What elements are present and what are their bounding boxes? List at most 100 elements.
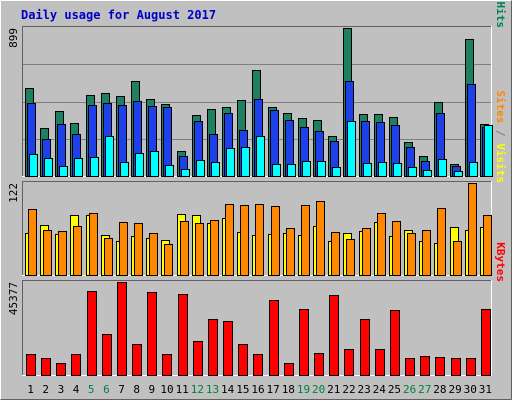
sites-bar-day-21: [331, 232, 340, 276]
kbytes-bar-day-31: [481, 309, 491, 376]
pages-bar-day-17: [272, 164, 281, 177]
kbytes-bar-day-22: [344, 349, 354, 376]
kbytes-bar-day-21: [329, 295, 339, 376]
pages-bar-day-24: [378, 162, 387, 177]
x-tick-label-day-28: 28: [433, 383, 446, 396]
kbytes-panel-max-label: 45377: [7, 282, 20, 315]
visits-panel-series-label-part-2: /: [494, 123, 507, 143]
kbytes-bar-day-20: [314, 353, 324, 376]
pages-bar-day-18: [287, 164, 296, 177]
visits-panel-series-label-part-3: Visits: [494, 143, 507, 183]
pages-bar-day-28: [438, 159, 447, 177]
kbytes-bar-day-15: [238, 344, 248, 376]
x-tick-label-day-22: 22: [342, 383, 355, 396]
sites-bar-day-22: [346, 239, 355, 276]
x-tick-label-day-14: 14: [221, 383, 235, 396]
kbytes-bar-day-8: [132, 344, 142, 376]
x-tick-label-day-1: 1: [27, 383, 34, 396]
visits-panel-max-label: 122: [7, 183, 20, 203]
sites-bar-day-19: [301, 205, 310, 276]
x-tick-label-day-25: 25: [388, 383, 401, 396]
kbytes-bar-day-19: [299, 309, 309, 376]
kbytes-bar-day-29: [451, 358, 461, 376]
hits-panel-max-label: 899: [7, 28, 20, 48]
kbytes-bar-day-14: [223, 321, 233, 376]
kbytes-bar-day-30: [466, 358, 476, 376]
chart-title: Daily usage for August 2017: [21, 8, 216, 22]
x-tick-label-day-19: 19: [297, 383, 310, 396]
x-tick-label-day-5: 5: [88, 383, 95, 396]
kbytes-bar-day-1: [26, 354, 36, 376]
sites-bar-day-14: [225, 204, 234, 276]
sites-bar-day-13: [210, 220, 219, 276]
pages-bar-day-21: [332, 167, 341, 177]
x-tick-label-day-20: 20: [312, 383, 325, 396]
x-tick-label-day-30: 30: [464, 383, 477, 396]
sites-bar-day-23: [362, 228, 371, 276]
sites-bar-day-27: [422, 230, 431, 276]
x-tick-label-day-11: 11: [176, 383, 189, 396]
kbytes-bar-day-27: [420, 356, 430, 376]
kbytes-bar-day-7: [117, 282, 127, 376]
kbytes-bar-day-18: [284, 363, 294, 376]
pages-bar-day-12: [196, 160, 205, 177]
x-tick-label-day-27: 27: [418, 383, 431, 396]
sites-bar-day-26: [407, 233, 416, 276]
pages-bar-day-29: [454, 171, 463, 177]
sites-bar-day-5: [89, 213, 98, 276]
pages-bar-day-5: [90, 157, 99, 177]
pages-bar-day-2: [44, 158, 53, 177]
kbytes-bar-day-3: [56, 363, 66, 376]
x-tick-label-day-15: 15: [236, 383, 249, 396]
kbytes-bar-day-10: [162, 354, 172, 376]
pages-bar-day-26: [408, 167, 417, 177]
pages-bar-day-8: [135, 153, 144, 177]
kbytes-bar-day-25: [390, 310, 400, 376]
pages-bar-day-10: [165, 165, 174, 177]
kbytes-bar-day-11: [178, 294, 188, 376]
pages-bar-day-11: [181, 169, 190, 177]
sites-bar-day-1: [28, 209, 37, 276]
sites-bar-day-12: [195, 223, 204, 276]
pages-bar-day-7: [120, 162, 129, 177]
x-tick-label-day-9: 9: [149, 383, 156, 396]
x-tick-label-day-31: 31: [479, 383, 492, 396]
kbytes-bar-day-23: [360, 319, 370, 376]
kbytes-panel-series-label-part-1: KBytes: [494, 242, 507, 282]
x-tick-label-day-7: 7: [118, 383, 125, 396]
x-tick-label-day-23: 23: [358, 383, 371, 396]
sites-bar-day-10: [164, 244, 173, 276]
pages-bar-day-31: [484, 125, 493, 177]
sites-bar-day-8: [134, 223, 143, 276]
x-tick-label-day-17: 17: [267, 383, 280, 396]
x-tick-label-day-2: 2: [42, 383, 49, 396]
kbytes-bar-day-9: [147, 292, 157, 376]
kbytes-bar-day-6: [102, 334, 112, 376]
kbytes-bar-day-2: [41, 358, 51, 376]
kbytes-bar-day-17: [269, 300, 279, 376]
sites-bar-day-20: [316, 201, 325, 276]
pages-bar-day-4: [74, 158, 83, 177]
hits-panel-series-label: Pages / Files / Hits: [494, 0, 507, 28]
kbytes-bar-day-24: [375, 349, 385, 376]
x-tick-label-day-12: 12: [191, 383, 204, 396]
pages-bar-day-20: [317, 161, 326, 177]
pages-bar-day-14: [226, 148, 235, 177]
sites-bar-day-11: [180, 221, 189, 276]
x-tick-label-day-10: 10: [160, 383, 173, 396]
x-tick-label-day-26: 26: [403, 383, 416, 396]
kbytes-bar-day-28: [435, 357, 445, 376]
x-tick-label-day-4: 4: [73, 383, 80, 396]
pages-bar-day-30: [469, 162, 478, 177]
sites-bar-day-16: [255, 204, 264, 276]
kbytes-bar-day-5: [87, 291, 97, 376]
x-tick-label-day-29: 29: [448, 383, 461, 396]
x-tick-label-day-8: 8: [133, 383, 140, 396]
sites-bar-day-30: [468, 183, 477, 276]
sites-bar-day-9: [149, 233, 158, 276]
kbytes-panel-series-label: KBytes: [494, 242, 507, 282]
pages-bar-day-27: [423, 170, 432, 177]
pages-bar-day-25: [393, 163, 402, 177]
pages-bar-day-6: [105, 136, 114, 177]
